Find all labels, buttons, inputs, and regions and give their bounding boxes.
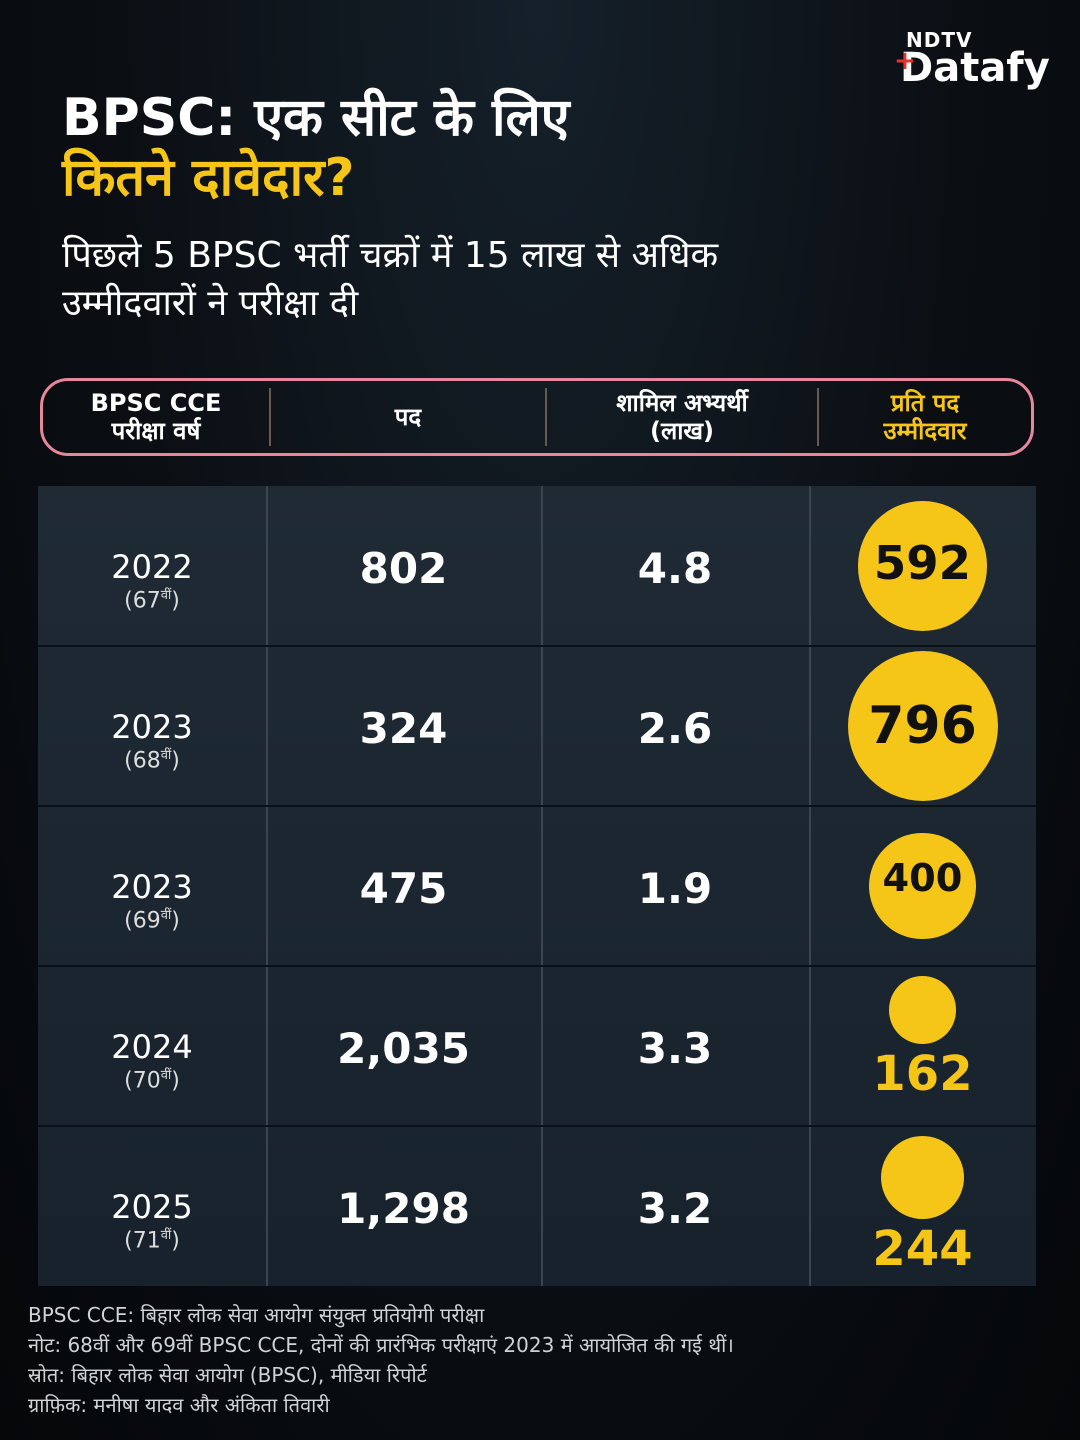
note-credit: ग्राफ़िक: मनीषा यादव और अंकिता तिवारी	[28, 1393, 330, 1417]
column-divider	[809, 486, 811, 1286]
edition-number: (71	[124, 1228, 161, 1254]
header-posts-line1: पद	[394, 403, 422, 431]
per-post-value: 796	[868, 696, 977, 756]
edition-label: (70वीं)	[38, 1066, 266, 1094]
brand-bottom: Datafy	[900, 45, 1050, 91]
year-label: 2025	[111, 1188, 193, 1226]
data-table: 2022 (67वीं) 802 4.8 592 2023 (68वीं) 324 2.6 796…	[38, 486, 1036, 1286]
year-label: 2023	[111, 708, 193, 746]
posts-value: 2,035	[337, 1024, 470, 1073]
table-header: BPSC CCE परीक्षा वर्ष पद शामिल अभ्यर्थी …	[40, 378, 1034, 456]
plus-icon: +	[894, 46, 916, 76]
note-prelims: नोट: 68वीं और 69वीं BPSC CCE, दोनों की प…	[28, 1333, 734, 1357]
subtitle: पिछले 5 BPSC भर्ती चक्रों में 15 लाख से …	[62, 232, 882, 328]
header-divider	[545, 388, 547, 446]
edition-close: )	[171, 1228, 180, 1254]
header-candidates-line2: (लाख)	[649, 417, 715, 445]
table-row-year: 2024 (70वीं)	[38, 1028, 266, 1094]
ndtv-datafy-logo: NDTV + Datafy	[894, 28, 1060, 91]
posts-value: 324	[359, 704, 448, 753]
header-year-line2: परीक्षा वर्ष	[111, 417, 201, 445]
row-separator	[38, 1125, 1036, 1127]
subtitle-line-1: पिछले 5 BPSC भर्ती चक्रों में 15 लाख से …	[62, 235, 719, 276]
candidates-value: 3.3	[637, 1024, 713, 1073]
edition-suffix: वीं	[160, 588, 172, 603]
header-per-post: प्रति पद उम्मीदवार	[819, 389, 1031, 445]
edition-suffix: वीं	[160, 1068, 172, 1083]
edition-close: )	[171, 588, 180, 614]
header-candidates: शामिल अभ्यर्थी (लाख)	[547, 389, 817, 445]
note-source: स्रोत: बिहार लोक सेवा आयोग (BPSC), मीडिय…	[28, 1363, 427, 1387]
per-post-value: 244	[872, 1221, 973, 1278]
subtitle-line-2: उम्मीदवारों ने परीक्षा दी	[62, 283, 359, 324]
footnotes: BPSC CCE: बिहार लोक सेवा आयोग संयुक्त प्…	[28, 1300, 734, 1420]
edition-suffix: वीं	[160, 748, 172, 763]
header-per-post-line1: प्रति पद	[890, 389, 960, 417]
edition-number: (68	[124, 748, 161, 774]
header-divider	[817, 388, 819, 446]
edition-number: (70	[124, 1068, 161, 1094]
per-post-bubble	[888, 976, 957, 1044]
edition-suffix: वीं	[160, 1228, 172, 1243]
year-label: 2023	[111, 868, 193, 906]
per-post-value: 162	[872, 1045, 973, 1102]
table-row-year: 2022 (67वीं)	[38, 548, 266, 614]
per-post-bubble	[869, 832, 976, 940]
per-post-value: 592	[873, 536, 972, 590]
header-divider	[269, 388, 271, 446]
candidates-value: 4.8	[637, 544, 713, 593]
candidates-value: 2.6	[637, 704, 713, 753]
note-definition: BPSC CCE: बिहार लोक सेवा आयोग संयुक्त प्…	[28, 1303, 485, 1327]
table-row-year: 2025 (71वीं)	[38, 1188, 266, 1254]
year-label: 2024	[111, 1028, 193, 1066]
table-row-year: 2023 (69वीं)	[38, 868, 266, 934]
row-separator	[38, 645, 1036, 647]
header-year-line1: BPSC CCE	[90, 389, 222, 417]
edition-suffix: वीं	[160, 908, 172, 923]
header-posts: पद	[271, 403, 545, 431]
per-post-bubble	[847, 651, 998, 801]
table-row-year: 2023 (68वीं)	[38, 708, 266, 774]
edition-label: (67वीं)	[38, 586, 266, 614]
title-line-1: BPSC: एक सीट के लिए	[62, 88, 570, 148]
posts-value: 475	[359, 864, 448, 913]
edition-number: (69	[124, 908, 161, 934]
column-divider	[541, 486, 543, 1286]
header-candidates-line1: शामिल अभ्यर्थी	[616, 389, 748, 417]
edition-label: (71वीं)	[38, 1226, 266, 1254]
per-post-bubble	[880, 1136, 965, 1220]
edition-number: (67	[124, 588, 161, 614]
year-label: 2022	[111, 548, 193, 586]
posts-value: 1,298	[337, 1184, 470, 1233]
edition-close: )	[171, 908, 180, 934]
candidates-value: 3.2	[637, 1184, 713, 1233]
candidates-value: 1.9	[637, 864, 713, 913]
edition-close: )	[171, 748, 180, 774]
row-separator	[38, 805, 1036, 807]
edition-label: (69वीं)	[38, 906, 266, 934]
posts-value: 802	[359, 544, 448, 593]
edition-close: )	[171, 1068, 180, 1094]
title-line-2: कितने दावेदार?	[62, 148, 355, 208]
row-separator	[38, 965, 1036, 967]
per-post-bubble	[857, 501, 988, 631]
edition-label: (68वीं)	[38, 746, 266, 774]
brand-top: NDTV	[906, 28, 973, 52]
header-per-post-line2: उम्मीदवार	[883, 417, 967, 445]
per-post-value: 400	[882, 856, 963, 901]
column-divider	[266, 486, 268, 1286]
header-year: BPSC CCE परीक्षा वर्ष	[43, 389, 269, 445]
